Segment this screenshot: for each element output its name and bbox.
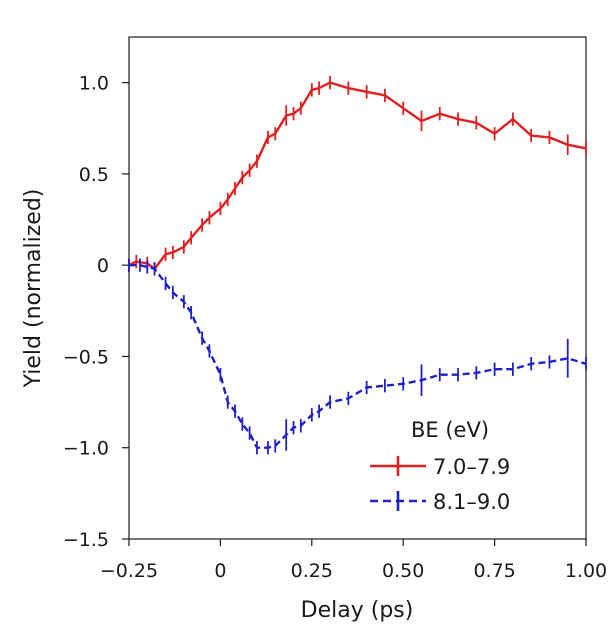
legend: BE (eV) 7.0–7.9 8.1–9.0: [370, 418, 510, 514]
legend-label-series-2: 8.1–9.0: [433, 490, 510, 514]
x-tick-label: 0: [214, 560, 226, 582]
x-tick-label: 1.00: [565, 560, 607, 582]
x-axis-title: Delay (ps): [301, 598, 414, 623]
x-tick-label: 0.25: [291, 560, 333, 582]
y-tick-label: −0.5: [63, 346, 109, 368]
y-axis-title: Yield (normalized): [21, 189, 46, 389]
y-tick-label: 0.5: [79, 164, 109, 186]
legend-label-series-1: 7.0–7.9: [433, 455, 510, 479]
series-1-line: [128, 81, 587, 270]
x-tick-label: 0.75: [473, 560, 515, 582]
y-axis-ticks: 1.0 0.5 0 −0.5 −1.0 −1.5: [63, 73, 129, 551]
x-tick-label: 0.50: [382, 560, 424, 582]
x-tick-label: −0.25: [100, 560, 158, 582]
y-tick-label: 0: [97, 255, 109, 277]
series-2: [128, 258, 587, 455]
y-tick-label: −1.5: [63, 529, 109, 551]
x-axis-ticks: −0.25 0 0.25 0.50 0.75 1.00: [100, 539, 607, 582]
legend-entry-series-2: 8.1–9.0: [370, 490, 510, 514]
y-tick-label: 1.0: [79, 73, 109, 95]
series-1: [128, 75, 587, 276]
legend-entry-series-1: 7.0–7.9: [370, 455, 510, 479]
y-tick-label: −1.0: [63, 438, 109, 460]
series-2-line: [129, 264, 587, 449]
series-layer: [128, 75, 587, 455]
legend-title: BE (eV): [411, 418, 489, 442]
plot-frame: [128, 36, 587, 540]
